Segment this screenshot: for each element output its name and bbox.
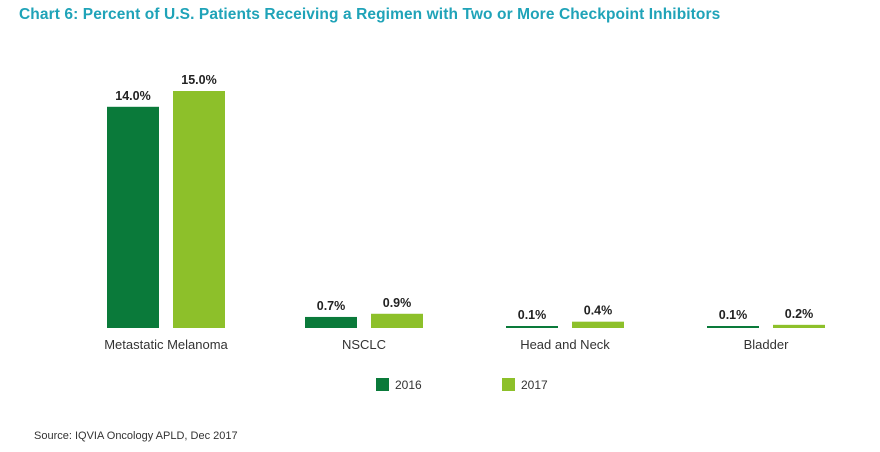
data-label-2016-0: 14.0% [115,89,150,103]
category-label-2: Head and Neck [520,337,610,352]
legend-swatch-2017 [502,378,515,391]
bar-2016-3 [707,326,759,328]
bar-2017-1 [371,313,423,328]
category-label-3: Bladder [744,337,789,352]
bar-2017-0 [173,91,225,328]
data-label-2017-1: 0.9% [383,296,412,310]
data-label-2017-0: 15.0% [181,73,216,87]
source-note: Source: IQVIA Oncology APLD, Dec 2017 [34,430,238,442]
data-label-2016-3: 0.1% [719,308,748,322]
bar-2017-3 [773,324,825,328]
bar-2016-0 [107,106,159,328]
legend-swatch-2016 [376,378,389,391]
chart-title: Chart 6: Percent of U.S. Patients Receiv… [19,6,721,23]
data-label-2016-1: 0.7% [317,299,346,313]
legend-label-2016: 2016 [395,378,422,392]
data-label-2017-2: 0.4% [584,304,613,318]
bar-2017-2 [572,321,624,328]
data-label-2016-2: 0.1% [518,308,547,322]
data-label-2017-3: 0.2% [785,307,814,321]
bar-2016-1 [305,316,357,328]
legend-label-2017: 2017 [521,378,548,392]
category-label-0: Metastatic Melanoma [104,337,228,352]
category-label-1: NSCLC [342,337,386,352]
bar-2016-2 [506,326,558,328]
